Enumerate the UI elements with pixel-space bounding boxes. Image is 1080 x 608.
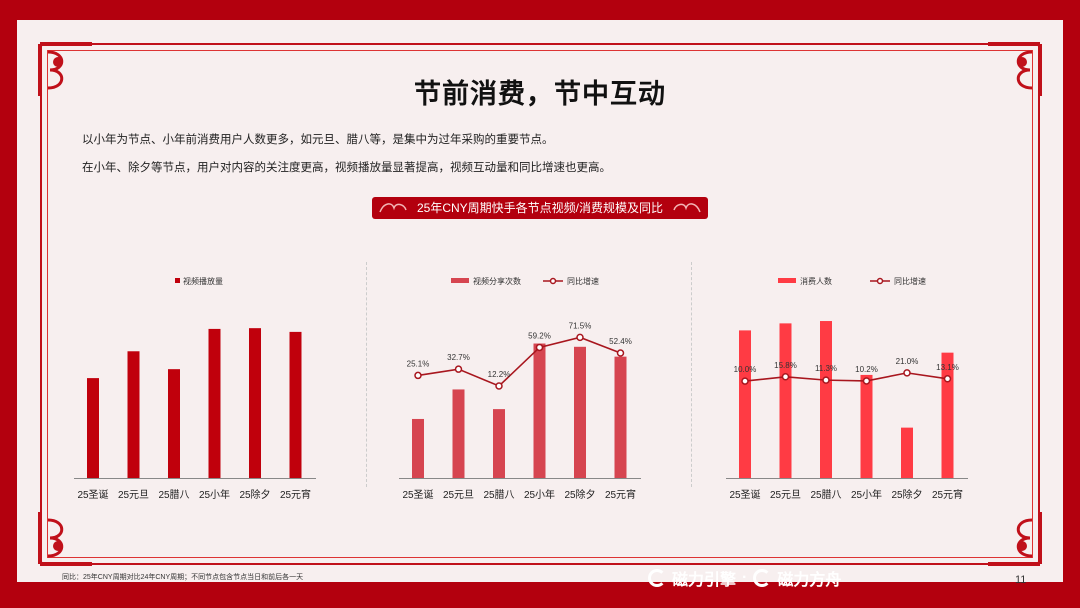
legend-label: 同比增速	[567, 276, 599, 286]
legend-label: 视频播放量	[183, 276, 223, 286]
data-label: 25.1%	[407, 359, 430, 368]
line-point	[903, 369, 911, 377]
x-tick-label: 25腊八	[483, 489, 514, 501]
brand-c-icon	[648, 569, 666, 587]
line-point	[741, 377, 749, 385]
x-tick-label: 25元宵	[280, 488, 311, 501]
bar	[249, 328, 261, 478]
chart-video-views: 视频播放量 25圣诞 25元旦 25腊八 25小年 25除夕 25元宵	[74, 276, 316, 501]
series-line	[744, 372, 948, 382]
line-point	[822, 376, 830, 384]
cloud-ornament-icon	[673, 203, 701, 213]
data-label: 10.2%	[855, 365, 878, 374]
line-point	[616, 349, 625, 357]
bar	[574, 346, 586, 478]
legend-swatch-bar	[175, 278, 180, 283]
data-label: 71.5%	[569, 321, 592, 330]
line-point	[576, 333, 584, 342]
data-label: 11.3%	[815, 364, 837, 373]
chart-section-banner: 25年CNY周期快手各节点视频/消费规模及同比	[372, 197, 708, 219]
brand-separator: ·	[742, 569, 748, 586]
legend-marker	[876, 277, 884, 285]
x-tick-label: 25小年	[199, 488, 230, 501]
legend-label: 同比增速	[894, 276, 926, 286]
corner-ornament-icon	[38, 42, 92, 96]
decorative-frame-inner	[47, 50, 1033, 558]
bar	[901, 427, 913, 478]
x-tick-label: 25腊八	[810, 489, 841, 501]
legend-swatch-bar	[451, 278, 469, 283]
x-tick-label: 25元旦	[443, 489, 474, 501]
data-label: 10.0%	[734, 365, 757, 374]
x-tick-label: 25除夕	[891, 488, 922, 501]
brand-c-icon	[753, 569, 772, 587]
bar	[820, 321, 832, 478]
bar	[941, 352, 954, 478]
bar	[860, 374, 873, 478]
line-point	[862, 377, 871, 385]
line-point	[535, 343, 544, 352]
legend-label: 消费人数	[800, 276, 832, 286]
bar	[168, 369, 180, 478]
x-tick-label: 25元旦	[118, 489, 149, 501]
line-point	[414, 371, 422, 380]
x-tick-label: 25圣诞	[729, 488, 760, 501]
bar	[493, 409, 505, 478]
series-line	[417, 336, 621, 387]
corner-ornament-icon	[988, 512, 1042, 566]
x-tick-label: 25小年	[851, 488, 882, 501]
bar	[779, 323, 792, 478]
chart-divider	[691, 262, 692, 487]
corner-ornament-icon	[38, 512, 92, 566]
x-tick-label: 25除夕	[564, 488, 595, 501]
corner-ornament-icon	[988, 42, 1042, 96]
bar	[739, 330, 751, 478]
data-label: 12.2%	[488, 370, 511, 379]
data-label: 15.8%	[774, 361, 797, 370]
bar	[452, 389, 465, 478]
brand-right: 磁力方舟	[777, 572, 842, 589]
data-label: 21.0%	[896, 357, 919, 366]
slide-paper	[17, 20, 1063, 582]
line-point	[495, 382, 503, 390]
line-point	[943, 375, 952, 383]
data-label: 52.4%	[609, 337, 632, 346]
legend-label: 视频分享次数	[473, 276, 521, 286]
decorative-frame	[40, 43, 1040, 565]
bar	[614, 356, 627, 478]
cloud-ornament-icon	[379, 203, 407, 213]
brand-logo: 磁力引擎 · 磁力方舟	[648, 566, 841, 590]
line-point	[781, 373, 790, 381]
x-tick-label: 25小年	[524, 488, 555, 501]
banner-text: 25年CNY周期快手各节点视频/消费规模及同比	[416, 201, 664, 215]
line-point	[454, 365, 463, 373]
data-label: 32.7%	[447, 353, 470, 362]
brand-left: 磁力引擎	[672, 572, 737, 589]
bar	[289, 331, 302, 478]
data-label: 59.2%	[528, 331, 551, 340]
x-tick-label: 25圣诞	[402, 488, 433, 501]
x-tick-label: 25腊八	[158, 489, 189, 501]
chart-consumers: 消费人数 同比增速 25圣诞 25元旦 25腊八 25小年 25除夕 25元宵 10.0% 15.…	[726, 276, 968, 501]
chart-divider	[366, 262, 367, 487]
page-title: 节前消费，节中互动	[414, 79, 666, 109]
data-label: 13.1%	[936, 363, 959, 372]
x-tick-label: 25元宵	[605, 488, 636, 501]
page-number: 11	[1015, 574, 1027, 586]
chart-video-shares: 视频分享次数 同比增速 25圣诞 25元旦 25腊八 25小年 25除夕 25元宵 25.1% 3…	[399, 276, 641, 501]
footnote: 同比：25年CNY周期对比24年CNY周期；不同节点包含节点当日和前后各一天	[62, 574, 304, 581]
x-tick-label: 25元旦	[770, 489, 801, 501]
legend-swatch-bar	[778, 278, 796, 283]
x-tick-label: 25元宵	[932, 488, 963, 501]
summary-line-1: 以小年为节点、小年前消费用户人数更多，如元旦、腊八等，是集中为过年采购的重要节点…	[82, 134, 554, 146]
bar	[412, 418, 424, 478]
bar	[533, 343, 546, 478]
bar	[87, 378, 99, 478]
legend-marker	[549, 277, 557, 285]
x-tick-label: 25圣诞	[77, 488, 108, 501]
bar	[208, 328, 221, 478]
bar	[127, 351, 140, 478]
summary-line-2: 在小年、除夕等节点，用户对内容的关注度更高，视频播放量显著提高，视频互动量和同比…	[82, 162, 611, 174]
x-tick-label: 25除夕	[239, 488, 270, 501]
